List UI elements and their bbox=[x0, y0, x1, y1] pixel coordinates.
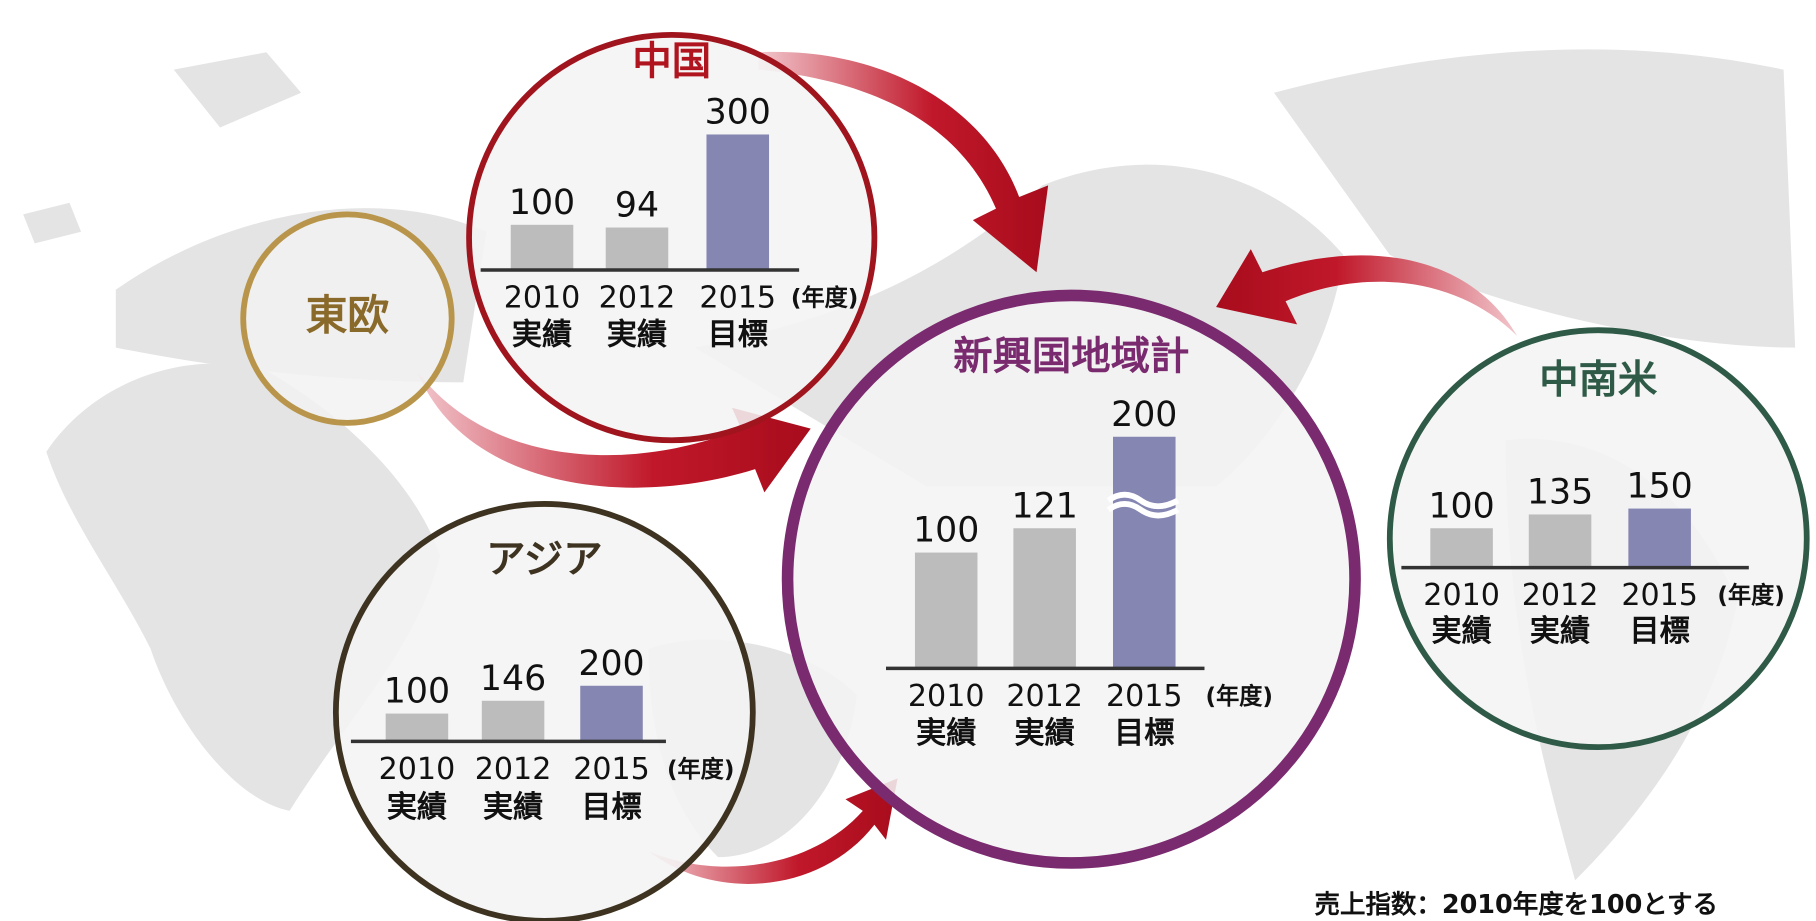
unit-label: (年度) bbox=[791, 284, 858, 311]
value-label: 100 bbox=[509, 183, 575, 223]
unit-label: (年度) bbox=[1205, 683, 1272, 710]
bar bbox=[385, 713, 449, 742]
value-label: 135 bbox=[1527, 473, 1593, 513]
x-tick-label: 2015 bbox=[1106, 679, 1183, 714]
x-tick-label: 2012 bbox=[475, 752, 552, 787]
x-tick-label: 2015 bbox=[1621, 578, 1698, 613]
chart-title: 中国 bbox=[632, 38, 711, 84]
chart-title: アジア bbox=[486, 536, 603, 582]
region-circle bbox=[1386, 327, 1810, 751]
x-tick-sublabel: 実績 bbox=[483, 790, 543, 825]
note: 売上指数：2010年度を100とする bbox=[1315, 890, 1718, 920]
bar bbox=[1430, 528, 1493, 568]
x-tick-label: 2010 bbox=[1423, 578, 1500, 613]
value-label: 121 bbox=[1012, 486, 1078, 526]
value-label: 100 bbox=[913, 511, 979, 551]
bar bbox=[580, 685, 643, 742]
x-tick-label: 2015 bbox=[699, 280, 776, 315]
bar bbox=[1112, 436, 1176, 669]
arrows bbox=[416, 51, 1518, 884]
x-tick-label: 2012 bbox=[1006, 679, 1083, 714]
bar bbox=[1628, 508, 1691, 568]
value-label: 100 bbox=[384, 672, 450, 712]
value-label: 94 bbox=[615, 186, 659, 226]
region-circle bbox=[466, 31, 878, 444]
x-tick-sublabel: 実績 bbox=[916, 716, 976, 751]
x-tick-label: 2010 bbox=[504, 280, 581, 315]
x-tick-sublabel: 実績 bbox=[1530, 614, 1590, 649]
x-tick-sublabel: 実績 bbox=[387, 790, 447, 825]
x-tick-sublabel: 実績 bbox=[607, 317, 667, 352]
value-label: 200 bbox=[1111, 395, 1177, 435]
chart-title: 新興国地域計 bbox=[953, 334, 1189, 380]
value-label: 146 bbox=[480, 659, 546, 699]
x-tick-sublabel: 目標 bbox=[1630, 614, 1690, 649]
value-label: 200 bbox=[578, 644, 644, 684]
x-tick-sublabel: 目標 bbox=[1114, 716, 1174, 751]
region-circle bbox=[240, 211, 455, 426]
x-tick-label: 2010 bbox=[379, 752, 456, 787]
bar bbox=[1528, 514, 1592, 568]
unit-label: (年度) bbox=[667, 756, 734, 783]
region-label: 東欧 bbox=[306, 291, 390, 340]
bar bbox=[605, 227, 669, 270]
x-tick-label: 2010 bbox=[908, 679, 985, 714]
bar bbox=[510, 224, 574, 270]
x-tick-label: 2012 bbox=[599, 280, 676, 315]
x-tick-label: 2015 bbox=[573, 752, 650, 787]
x-tick-sublabel: 実績 bbox=[512, 317, 572, 352]
x-tick-sublabel: 実績 bbox=[1431, 614, 1491, 649]
x-tick-sublabel: 目標 bbox=[581, 790, 641, 825]
chart-title: 中南米 bbox=[1539, 357, 1658, 403]
x-tick-label: 2012 bbox=[1522, 578, 1599, 613]
x-tick-sublabel: 実績 bbox=[1015, 716, 1075, 751]
bar bbox=[1013, 528, 1076, 669]
east-europe: 東欧 bbox=[240, 211, 455, 426]
x-tick-sublabel: 目標 bbox=[708, 317, 768, 352]
unit-label: (年度) bbox=[1717, 582, 1784, 609]
value-label: 150 bbox=[1626, 467, 1692, 507]
value-label: 100 bbox=[1428, 486, 1494, 526]
bar bbox=[706, 134, 770, 270]
bar bbox=[481, 700, 545, 742]
value-label: 300 bbox=[705, 93, 771, 133]
axis-break bbox=[1106, 491, 1180, 519]
bar bbox=[914, 552, 978, 669]
